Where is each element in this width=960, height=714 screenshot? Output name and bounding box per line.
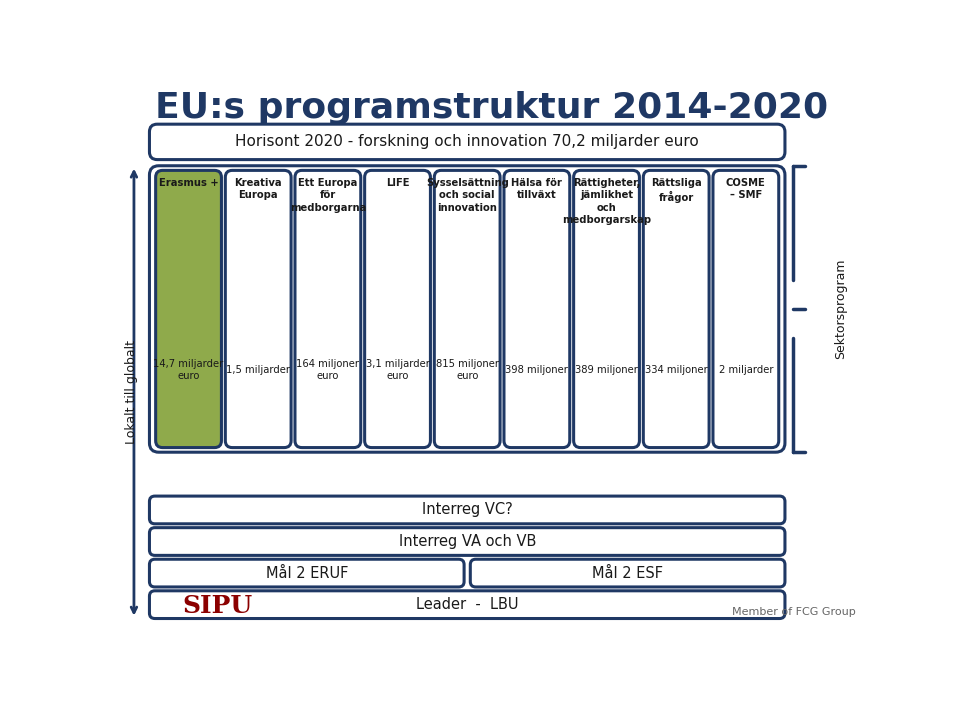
Text: Lokalt till globalt: Lokalt till globalt (125, 340, 138, 444)
Text: SIPU: SIPU (182, 594, 252, 618)
FancyBboxPatch shape (150, 559, 464, 587)
Text: 14,7 miljarder
euro: 14,7 miljarder euro (154, 358, 224, 381)
Text: Interreg VA och VB: Interreg VA och VB (398, 534, 536, 549)
Text: Hälsa för
tillväxt: Hälsa för tillväxt (512, 178, 563, 201)
Text: 398 miljoner: 398 miljoner (505, 365, 568, 375)
Text: 3,1 miljarder
euro: 3,1 miljarder euro (366, 358, 429, 381)
FancyBboxPatch shape (150, 590, 785, 618)
Text: Kreativa
Europa: Kreativa Europa (234, 178, 282, 201)
Text: Ett Europa
för
medborgarna: Ett Europa för medborgarna (290, 178, 366, 213)
Text: Rättigheter,
jämlikhet
och
medborgarskap: Rättigheter, jämlikhet och medborgarskap (562, 178, 651, 226)
FancyBboxPatch shape (150, 166, 785, 452)
FancyBboxPatch shape (365, 171, 430, 448)
Text: 2 miljarder: 2 miljarder (719, 365, 773, 375)
FancyBboxPatch shape (150, 496, 785, 524)
Text: LIFE: LIFE (386, 178, 409, 188)
FancyBboxPatch shape (504, 171, 569, 448)
Text: 334 miljoner: 334 miljoner (645, 365, 708, 375)
FancyBboxPatch shape (643, 171, 709, 448)
Text: 815 miljoner
euro: 815 miljoner euro (436, 358, 498, 381)
FancyBboxPatch shape (150, 528, 785, 555)
Text: Leader  -  LBU: Leader - LBU (416, 597, 518, 612)
Text: Sysselsättning
och social
innovation: Sysselsättning och social innovation (426, 178, 509, 213)
Text: Horisont 2020 - forskning och innovation 70,2 miljarder euro: Horisont 2020 - forskning och innovation… (235, 134, 699, 149)
Text: EU:s programstruktur 2014-2020: EU:s programstruktur 2014-2020 (156, 91, 828, 125)
Text: Interreg VC?: Interreg VC? (421, 503, 513, 518)
FancyBboxPatch shape (574, 171, 639, 448)
FancyBboxPatch shape (150, 124, 785, 160)
FancyBboxPatch shape (470, 559, 785, 587)
FancyBboxPatch shape (156, 171, 222, 448)
Text: Mål 2 ESF: Mål 2 ESF (592, 565, 663, 580)
Text: Mål 2 ERUF: Mål 2 ERUF (266, 565, 348, 580)
FancyBboxPatch shape (434, 171, 500, 448)
Text: Erasmus +: Erasmus + (158, 178, 218, 188)
Text: 1,5 miljarder: 1,5 miljarder (227, 365, 290, 375)
Text: Member of FCG Group: Member of FCG Group (732, 608, 856, 618)
FancyBboxPatch shape (295, 171, 361, 448)
FancyBboxPatch shape (226, 171, 291, 448)
Text: 389 miljoner: 389 miljoner (575, 365, 638, 375)
Text: Rättsliga
frågor: Rättsliga frågor (651, 178, 702, 203)
Text: COSME
– SMF: COSME – SMF (726, 178, 766, 201)
FancyBboxPatch shape (713, 171, 779, 448)
Text: 164 miljoner
euro: 164 miljoner euro (297, 358, 359, 381)
Text: Sektorsprogram: Sektorsprogram (834, 258, 848, 359)
